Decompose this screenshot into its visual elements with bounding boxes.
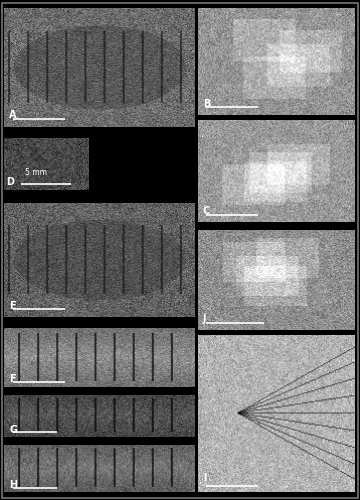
- Text: B: B: [203, 98, 210, 108]
- Text: 5 mm: 5 mm: [25, 168, 47, 177]
- Text: I: I: [203, 473, 206, 483]
- Text: A: A: [9, 110, 17, 120]
- Text: F: F: [9, 374, 16, 384]
- Text: D: D: [6, 177, 14, 187]
- Text: E: E: [9, 300, 16, 310]
- Text: J: J: [203, 314, 206, 324]
- Text: H: H: [9, 480, 17, 490]
- Text: C: C: [203, 206, 210, 216]
- Text: G: G: [9, 425, 17, 435]
